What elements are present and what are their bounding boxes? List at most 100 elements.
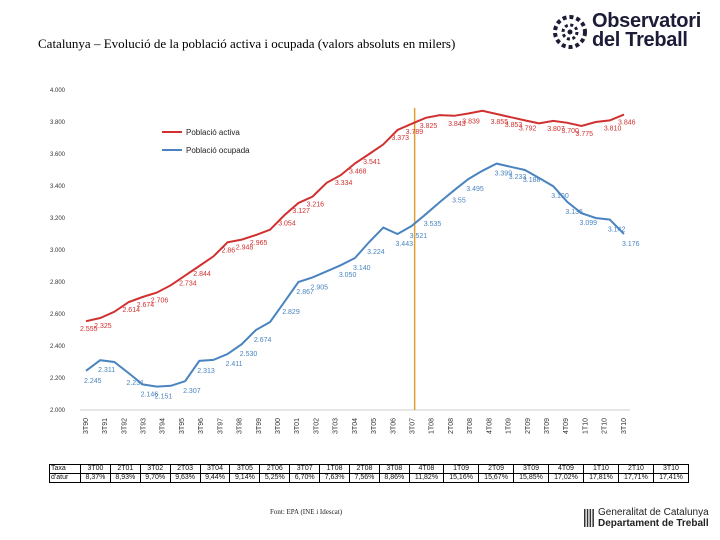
data-label-activa: 3.846	[618, 120, 636, 127]
x-tick-label: 3T91	[102, 418, 109, 434]
data-label-activa: 2.734	[179, 281, 197, 288]
x-tick-label: 3T96	[198, 418, 205, 434]
y-tick-label: 3.400	[50, 184, 66, 190]
x-tick-label: 3T00	[275, 418, 282, 434]
data-label-activa: 3.792	[519, 125, 537, 132]
table-cell-period: 1T08	[319, 464, 351, 474]
data-label-ocupada: 3.443	[395, 241, 413, 248]
table-row-label: Taxa	[49, 464, 81, 474]
data-label-ocupada: 2.151	[155, 394, 173, 401]
table-cell-period: 2T06	[259, 464, 291, 474]
data-label-activa: 2.555	[80, 326, 98, 333]
x-tick-label: 4T09	[563, 418, 570, 434]
table-cell-rate: 9,44%	[199, 473, 231, 483]
page-title: Catalunya – Evolució de la població acti…	[38, 36, 456, 51]
data-label-activa: 3.127	[292, 208, 310, 215]
table-cell-rate: 17,02%	[548, 473, 584, 483]
y-tick-label: 2.000	[50, 408, 66, 414]
table-cell-period: 1T09	[443, 464, 480, 474]
data-label-activa: 3.825	[420, 123, 438, 130]
data-label-ocupada: 3.142	[608, 227, 626, 234]
table-row-label: d'atur	[49, 473, 81, 483]
data-label-activa: 2.674	[137, 302, 155, 309]
table-row-periods: Taxa 3T00 2T01 3T02 2T03 3T04 3T05 2T06 3T07 1T0…	[49, 464, 690, 474]
footer-line1: Generalitat de Catalunya	[598, 507, 709, 518]
data-label-ocupada: 3.140	[353, 265, 371, 272]
y-tick-label: 2.400	[50, 344, 66, 350]
table-cell-rate: 15,67%	[478, 473, 515, 483]
table-cell-rate: 9,14%	[229, 473, 261, 483]
data-label-activa: 3.216	[307, 202, 325, 209]
table-cell-period: 2T01	[109, 464, 141, 474]
data-label-activa: 3.789	[406, 129, 424, 136]
y-tick-label: 2.200	[50, 376, 66, 382]
x-tick-label: 3T10	[621, 418, 628, 434]
x-tick-label: 3T92	[121, 418, 128, 434]
generalitat-text: Generalitat de Catalunya Departament de …	[598, 507, 709, 529]
source-note: Font: EPA (INE i Idescat)	[270, 508, 343, 516]
data-label-activa: 3.468	[349, 168, 367, 175]
data-label-activa: 2.706	[151, 298, 169, 305]
legend-label: Població activa	[186, 128, 240, 137]
y-tick-label: 2.800	[50, 280, 66, 286]
legend-label: Població ocupada	[186, 146, 250, 155]
series-line-activa	[85, 109, 625, 323]
table-cell-period: 3T05	[229, 464, 261, 474]
data-label-ocupada: 3.495	[466, 186, 484, 193]
data-label-ocupada: 3.100	[551, 193, 569, 200]
unemployment-table: Taxa 3T00 2T01 3T02 2T03 3T04 3T05 2T06 3T07 1T0…	[49, 464, 690, 483]
data-label-ocupada: 2.411	[226, 361, 243, 368]
footer-line2: Departament de Treball	[598, 518, 709, 529]
table-cell-period: 3T07	[289, 464, 321, 474]
data-label-activa: 2.86	[222, 247, 236, 254]
data-label-ocupada: 2.311	[98, 367, 115, 374]
x-tick-label: 1T08	[429, 418, 436, 434]
table-row-rates: d'atur 8,37% 8,93% 9,70% 9,63% 9,44% 9,14% 5,2…	[49, 473, 690, 483]
x-tick-label: 3T93	[140, 418, 147, 434]
data-label-ocupada: 2.530	[240, 351, 258, 358]
table-cell-rate: 15,85%	[513, 473, 549, 483]
table-cell-period: 2T08	[349, 464, 380, 474]
x-tick-label: 3T90	[83, 418, 90, 434]
data-label-ocupada: 3.535	[424, 221, 442, 228]
data-label-ocupada: 3.136	[565, 209, 583, 216]
x-tick-label: 3T98	[237, 418, 244, 434]
data-label-activa: 3.700	[561, 128, 579, 135]
x-tick-label: 3T02	[313, 418, 320, 434]
data-label-activa: 3.054	[278, 220, 296, 227]
y-tick-label: 4.000	[50, 88, 66, 94]
data-label-ocupada: 3.521	[410, 233, 428, 240]
data-label-activa: 3.843	[448, 121, 466, 128]
table-cell-rate: 8,93%	[109, 473, 141, 483]
x-tick-label: 3T05	[371, 418, 378, 434]
table-cell-rate: 17,71%	[617, 473, 654, 483]
x-tick-label: 1T10	[582, 418, 589, 434]
data-label-ocupada: 3.176	[622, 241, 640, 248]
observatori-logo: Observatori del Treball	[552, 11, 712, 52]
x-tick-label: 3T08	[467, 418, 474, 434]
table-cell-rate: 17,41%	[652, 473, 690, 483]
table-cell-period: 4T09	[548, 464, 584, 474]
table-cell-rate: 15,16%	[443, 473, 480, 483]
table-cell-period: 3T09	[513, 464, 549, 474]
observatori-dots-icon	[553, 15, 587, 49]
x-tick-label: 2T10	[602, 418, 609, 434]
table-cell-period: 4T08	[408, 464, 445, 474]
data-label-activa: 2.325	[94, 323, 112, 330]
data-label-activa: 3.855	[491, 119, 509, 126]
data-label-activa: 3.334	[335, 180, 353, 187]
x-tick-label: 3T07	[409, 418, 416, 434]
table-cell-period: 3T04	[199, 464, 231, 474]
table-cell-rate: 7,63%	[319, 473, 351, 483]
logo-line2: del Treball	[592, 29, 688, 51]
x-tick-label: 4T08	[486, 418, 493, 434]
table-cell-period: 3T00	[80, 464, 111, 474]
data-label-ocupada: 2.146	[141, 391, 159, 398]
logo-text: Observatori del Treball	[592, 11, 701, 51]
data-label-ocupada: 2.245	[84, 378, 102, 385]
data-label-ocupada: 2.829	[282, 309, 300, 316]
data-label-activa: 2.614	[122, 307, 140, 314]
table-cell-rate: 11,82%	[408, 473, 445, 483]
y-tick-label: 3.000	[50, 248, 66, 254]
x-tick-label: 3T99	[256, 418, 263, 434]
